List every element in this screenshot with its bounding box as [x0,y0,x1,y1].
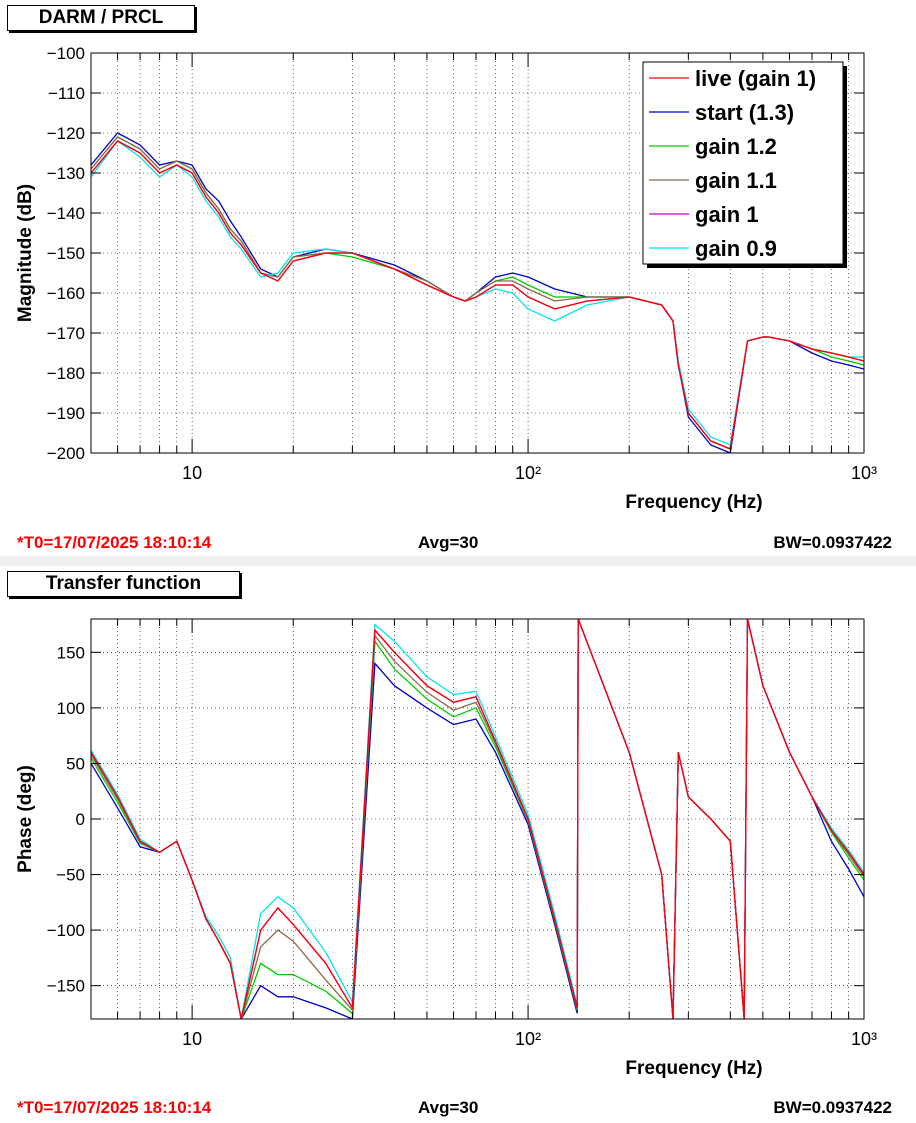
bw-label: BW=0.0937422 [773,1098,892,1117]
panel-title[interactable]: DARM / PRCL [7,5,195,31]
x-tick-label: 10³ [851,1029,877,1049]
x-tick-label: 10 [182,463,202,483]
y-tick-label: −100 [47,44,85,63]
bw-label: BW=0.0937422 [773,533,892,552]
y-tick-label: 150 [57,643,85,662]
phase-panel: Transfer function 150 100 50 0 −50 −100 −150 10… [0,566,916,1123]
t0-timestamp: *T0=17/07/2025 18:10:14 [17,1098,212,1117]
grid [90,619,865,1019]
x-tick-label: 10³ [851,463,877,483]
phase-chart[interactable]: 150 100 50 0 −50 −100 −150 10 10² 10³ Frequency (H… [0,566,916,1086]
y-tick-label: 100 [57,699,85,718]
y-tick-label: 0 [76,810,85,829]
avg-label: Avg=30 [418,1098,479,1117]
y-tick-label: −50 [56,866,85,885]
y-tick-label: −110 [48,84,85,103]
legend-entry: gain 1.1 [695,168,777,193]
magnitude-panel: DARM / PRCL −100 −110 −120 −130 −140 −150 −160… [0,0,916,556]
legend-entry: gain 0.9 [695,236,777,261]
magnitude-chart[interactable]: −100 −110 −120 −130 −140 −150 −160 −170 −180 −190… [0,0,916,520]
legend-entry: live (gain 1) [695,66,816,91]
x-tick-label: 10² [515,1029,541,1049]
x-axis-title: Frequency (Hz) [625,1058,762,1079]
avg-label: Avg=30 [418,533,479,552]
x-tick-label: 10 [182,1029,202,1049]
legend [642,61,844,265]
y-axis-title: Phase (deg) [15,765,36,873]
panel-title[interactable]: Transfer function [7,571,240,597]
series-line-live [91,619,864,1019]
x-axis-title: Frequency (Hz) [625,492,762,513]
legend-entry: gain 1.2 [695,134,777,159]
y-tick-label: 50 [66,754,85,773]
y-tick-label: −150 [47,977,85,996]
y-tick-label: −170 [47,324,85,343]
plot-area [91,619,864,1019]
t0-timestamp: *T0=17/07/2025 18:10:14 [17,533,212,552]
y-tick-label: −150 [47,244,85,263]
y-tick-label: −130 [47,164,85,183]
series-group [91,132,864,453]
x-tick-label: 10² [515,463,541,483]
y-tick-label: −190 [47,404,85,423]
series-line-live [91,140,864,450]
series-group [91,619,864,1019]
y-tick-label: −140 [47,204,85,223]
y-tick-label: −100 [47,921,85,940]
y-tick-label: −160 [47,284,85,303]
y-tick-label: −120 [47,124,85,143]
legend-entry: start (1.3) [695,100,794,125]
y-tick-label: −180 [47,364,85,383]
y-axis-title: Magnitude (dB) [15,184,36,322]
legend-entry: gain 1 [695,202,759,227]
y-tick-label: −200 [47,444,85,463]
